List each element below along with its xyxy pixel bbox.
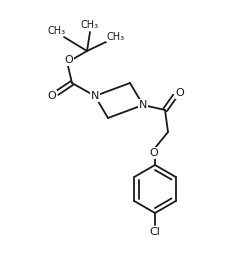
Text: CH₃: CH₃ (48, 26, 66, 36)
Text: CH₃: CH₃ (81, 20, 99, 30)
Text: O: O (65, 55, 73, 65)
Text: N: N (91, 91, 99, 101)
Text: O: O (176, 88, 184, 98)
Text: N: N (139, 100, 147, 110)
Text: O: O (150, 148, 158, 158)
Text: O: O (48, 91, 56, 101)
Text: Cl: Cl (150, 227, 160, 237)
Text: CH₃: CH₃ (107, 32, 125, 42)
